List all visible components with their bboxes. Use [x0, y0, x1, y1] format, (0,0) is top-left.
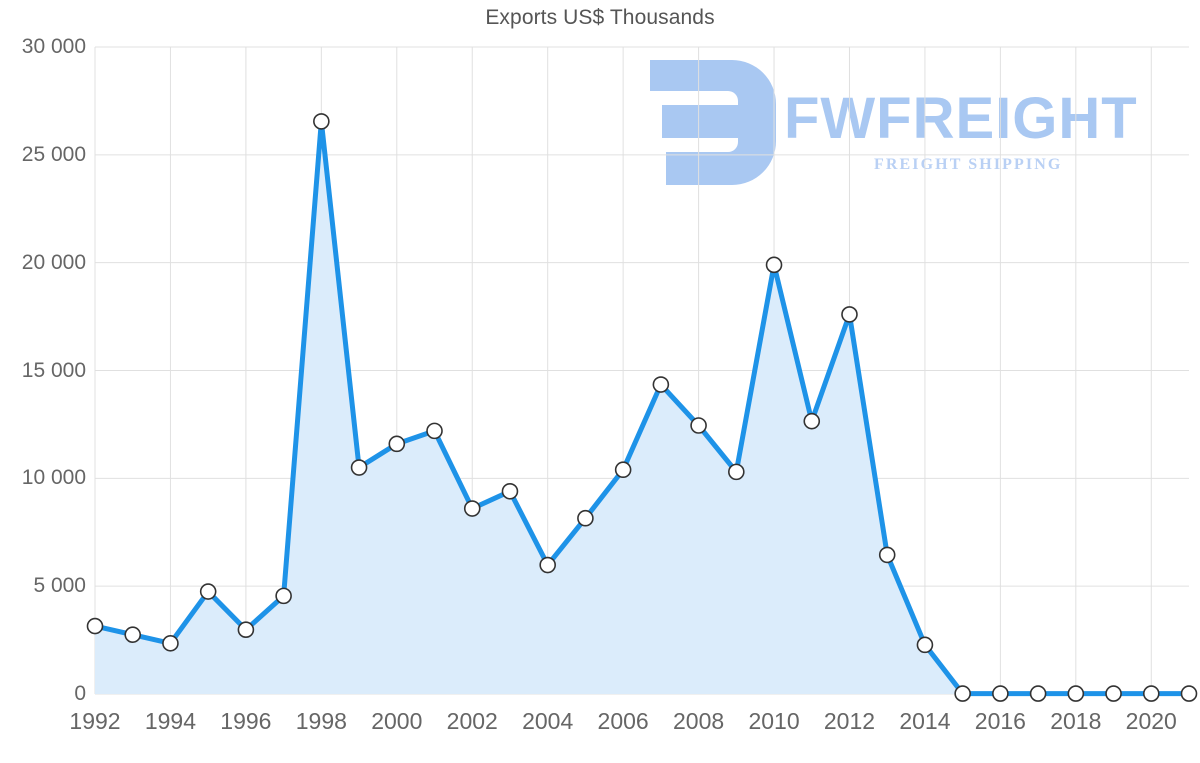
data-point-marker[interactable] — [1142, 685, 1160, 702]
area-fill — [95, 121, 1189, 694]
data-point-marker[interactable] — [275, 587, 292, 605]
data-point-marker[interactable] — [199, 583, 217, 600]
data-point-marker[interactable] — [237, 621, 255, 639]
data-point-marker[interactable] — [426, 422, 443, 440]
x-axis-tick-label: 1998 — [295, 708, 347, 734]
y-axis-tick-label: 0 — [74, 682, 86, 705]
x-axis-tick-label: 1996 — [220, 708, 272, 734]
y-axis-tick-label: 15 000 — [21, 358, 86, 382]
data-point-marker[interactable] — [728, 463, 745, 481]
data-point-marker[interactable] — [614, 461, 632, 479]
x-axis-tick-label: 2014 — [899, 708, 951, 734]
y-axis-tick-label: 25 000 — [21, 142, 86, 166]
data-point-marker[interactable] — [463, 500, 481, 517]
x-axis-tick-label: 2020 — [1125, 708, 1177, 734]
data-point-marker[interactable] — [878, 546, 896, 564]
data-point-marker[interactable] — [124, 626, 142, 643]
data-point-marker[interactable] — [690, 417, 707, 434]
data-point-marker[interactable] — [539, 556, 556, 574]
data-point-marker[interactable] — [1105, 685, 1122, 702]
y-axis-tick-label: 20 000 — [21, 250, 86, 274]
data-point-marker[interactable] — [765, 256, 783, 274]
data-point-marker[interactable] — [1180, 685, 1198, 702]
y-axis-tick-label: 30 000 — [21, 35, 86, 58]
y-axis-tick-label: 5 000 — [33, 574, 86, 598]
data-point-marker[interactable] — [350, 459, 368, 476]
data-point-marker[interactable] — [954, 685, 971, 702]
x-axis-tick-label: 2012 — [823, 708, 876, 734]
x-axis-tick-label: 2006 — [597, 708, 649, 734]
x-axis-tick-label: 2002 — [446, 708, 498, 734]
x-axis-tick-label: 2018 — [1050, 708, 1102, 734]
data-point-marker[interactable] — [86, 617, 104, 635]
data-point-marker[interactable] — [803, 412, 821, 430]
data-point-marker[interactable] — [162, 635, 179, 652]
x-axis-tick-label: 1992 — [69, 708, 121, 734]
x-axis-tick-label: 1994 — [144, 708, 197, 734]
x-axis-tick-label: 2016 — [974, 708, 1026, 734]
data-point-marker[interactable] — [1029, 685, 1047, 702]
x-axis-tick-label: 2000 — [371, 708, 423, 734]
data-point-marker[interactable] — [577, 509, 594, 527]
data-point-marker[interactable] — [992, 685, 1009, 702]
chart-title: Exports US$ Thousands — [485, 6, 715, 29]
data-point-marker[interactable] — [1067, 685, 1085, 702]
y-axis-tick-label: 10 000 — [21, 466, 86, 490]
data-point-marker[interactable] — [388, 435, 406, 453]
x-axis-tick-label: 2008 — [672, 708, 725, 734]
data-point-marker[interactable] — [916, 636, 934, 654]
data-point-marker[interactable] — [501, 482, 519, 500]
x-axis-tick-label: 2010 — [748, 708, 800, 734]
data-point-marker[interactable] — [652, 376, 670, 393]
data-point-marker[interactable] — [841, 306, 858, 323]
data-point-marker[interactable] — [313, 113, 330, 130]
x-axis-tick-label: 2004 — [522, 708, 574, 734]
